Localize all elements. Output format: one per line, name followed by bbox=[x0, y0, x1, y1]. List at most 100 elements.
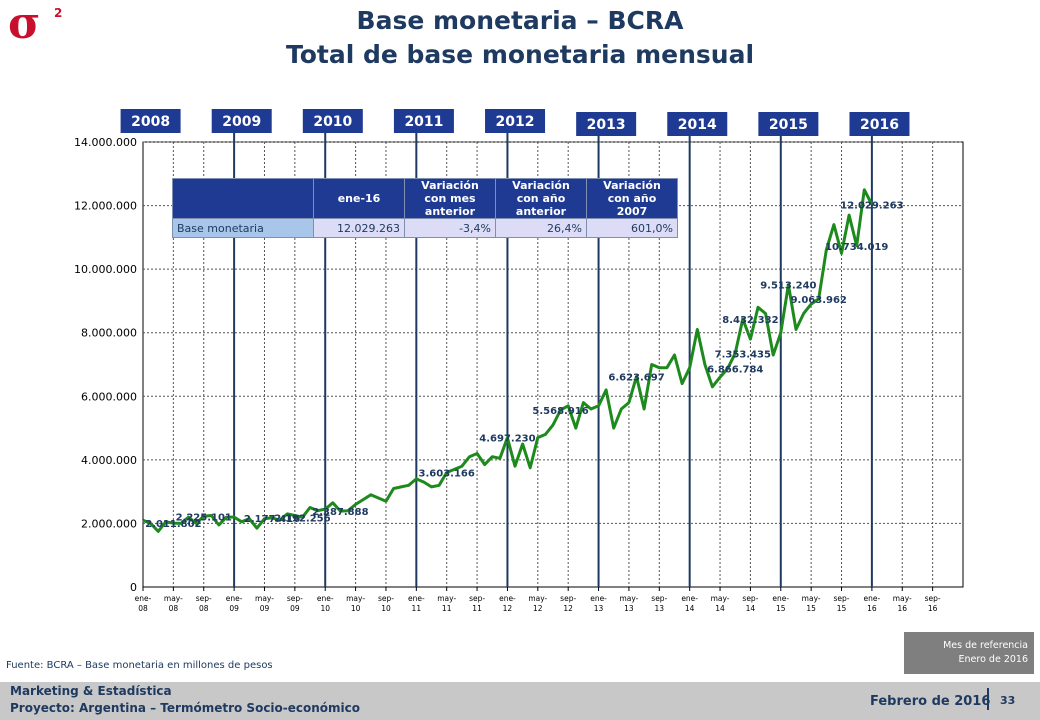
data-label: 6.623.697 bbox=[608, 372, 664, 383]
reference-month: Enero de 2016 bbox=[958, 654, 1028, 665]
year-box bbox=[211, 109, 272, 133]
table-cell-value: 12.029.263 bbox=[313, 218, 405, 238]
table-header-yearly-change: Variación con año anterior bbox=[495, 178, 587, 219]
x-tick-label: ene- bbox=[499, 594, 516, 603]
data-label: 2.011.802 bbox=[145, 519, 201, 530]
x-tick-label: ene- bbox=[681, 594, 698, 603]
data-label: 9.063.962 bbox=[791, 295, 847, 306]
x-tick-label-year: 14 bbox=[715, 604, 725, 613]
year-box bbox=[849, 112, 910, 136]
logo-symbol: σ bbox=[8, 0, 41, 49]
data-label: 2.225.101 bbox=[176, 512, 232, 523]
source-note: Fuente: BCRA – Base monetaria en millone… bbox=[6, 660, 273, 671]
year-label: 2011 bbox=[404, 114, 443, 130]
year-label: 2015 bbox=[769, 117, 808, 133]
reference-box: Mes de referencia Enero de 2016 bbox=[904, 632, 1034, 674]
table-header-monthly-change: Variación con mes anterior bbox=[404, 178, 496, 219]
logo-superscript: 2 bbox=[54, 6, 63, 20]
year-box bbox=[393, 109, 454, 133]
x-tick-label-year: 09 bbox=[290, 604, 300, 613]
x-tick-label: sep- bbox=[925, 594, 941, 603]
y-tick-label: 12.000.000 bbox=[74, 200, 137, 213]
table-cell-2007-change: 601,0% bbox=[586, 218, 678, 238]
x-tick-label: sep- bbox=[834, 594, 850, 603]
year-box bbox=[120, 109, 181, 133]
x-tick-label: ene- bbox=[408, 594, 425, 603]
y-tick-label: 6.000.000 bbox=[81, 390, 137, 403]
x-tick-label-year: 11 bbox=[412, 604, 422, 613]
data-label: 2.387.888 bbox=[312, 507, 368, 518]
data-label: 10.734.019 bbox=[825, 242, 888, 253]
x-tick-label-year: 16 bbox=[867, 604, 877, 613]
data-label: 3.603.166 bbox=[419, 468, 475, 479]
data-label: 6.866.784 bbox=[707, 365, 763, 376]
year-box bbox=[485, 109, 546, 133]
x-tick-label: sep- bbox=[742, 594, 758, 603]
y-tick-label: 4.000.000 bbox=[81, 454, 137, 467]
page-subtitle: Total de base monetaria mensual bbox=[285, 40, 755, 69]
table-cell-monthly-change: -3,4% bbox=[404, 218, 496, 238]
x-tick-label: sep- bbox=[651, 594, 667, 603]
x-tick-label: may- bbox=[255, 594, 274, 603]
year-label: 2016 bbox=[860, 117, 899, 133]
x-tick-label-year: 11 bbox=[472, 604, 482, 613]
footer-department: Marketing & Estadística bbox=[10, 684, 172, 698]
x-tick-label-year: 12 bbox=[563, 604, 573, 613]
page-title: Base monetaria – BCRA bbox=[356, 6, 684, 35]
x-tick-label-year: 14 bbox=[685, 604, 695, 613]
x-tick-label-year: 11 bbox=[442, 604, 452, 613]
x-tick-label-year: 13 bbox=[624, 604, 634, 613]
page-number: 33 bbox=[1000, 694, 1016, 707]
x-tick-label-year: 10 bbox=[320, 604, 330, 613]
x-tick-label: may- bbox=[711, 594, 730, 603]
data-label: 12.029.263 bbox=[840, 201, 903, 212]
x-tick-label-year: 10 bbox=[381, 604, 391, 613]
y-tick-label: 2.000.000 bbox=[81, 517, 137, 530]
x-tick-label-year: 08 bbox=[169, 604, 179, 613]
y-tick-label: 10.000.000 bbox=[74, 263, 137, 276]
x-tick-label: ene- bbox=[864, 594, 881, 603]
year-label: 2013 bbox=[587, 117, 626, 133]
x-tick-label-year: 09 bbox=[260, 604, 270, 613]
table-header-row: ene-16 Variación con mes anterior Variac… bbox=[172, 178, 678, 219]
x-tick-label-year: 15 bbox=[837, 604, 847, 613]
year-label: 2012 bbox=[496, 114, 535, 130]
data-label: 2.192.256 bbox=[274, 513, 330, 524]
x-tick-label: may- bbox=[802, 594, 821, 603]
x-tick-label: sep- bbox=[378, 594, 394, 603]
year-label: 2010 bbox=[313, 114, 352, 130]
x-tick-label: may- bbox=[437, 594, 456, 603]
x-tick-label-year: 16 bbox=[897, 604, 907, 613]
x-tick-label: ene- bbox=[317, 594, 334, 603]
x-tick-label-year: 08 bbox=[199, 604, 209, 613]
x-tick-label-year: 08 bbox=[138, 604, 148, 613]
x-tick-label: sep- bbox=[287, 594, 303, 603]
data-label: 2.177.416 bbox=[244, 514, 300, 525]
x-tick-label-year: 12 bbox=[503, 604, 513, 613]
data-label: 8.432.332 bbox=[722, 315, 778, 326]
year-label: 2014 bbox=[678, 117, 717, 133]
x-tick-label: may- bbox=[528, 594, 547, 603]
x-tick-label: ene- bbox=[590, 594, 607, 603]
x-tick-label-year: 10 bbox=[351, 604, 361, 613]
footer-separator bbox=[987, 688, 989, 710]
series-line bbox=[142, 188, 874, 533]
x-tick-label-year: 16 bbox=[928, 604, 938, 613]
footer-date: Febrero de 2016 bbox=[870, 694, 991, 709]
x-tick-label: ene- bbox=[226, 594, 243, 603]
y-tick-label: 0 bbox=[130, 581, 137, 594]
x-tick-label: may- bbox=[164, 594, 183, 603]
data-label: 7.353.435 bbox=[715, 349, 771, 360]
data-label: 9.513.240 bbox=[760, 281, 816, 292]
sigma-logo: σ 2 bbox=[8, 0, 68, 49]
x-tick-label: ene- bbox=[135, 594, 152, 603]
x-tick-label: may- bbox=[619, 594, 638, 603]
x-tick-label: sep- bbox=[196, 594, 212, 603]
data-label: 5.568.916 bbox=[532, 406, 588, 417]
x-tick-label: ene- bbox=[772, 594, 789, 603]
year-label: 2009 bbox=[222, 114, 261, 130]
x-tick-label-year: 12 bbox=[533, 604, 543, 613]
reference-label: Mes de referencia bbox=[943, 640, 1028, 651]
x-tick-label: may- bbox=[893, 594, 912, 603]
x-tick-label-year: 13 bbox=[594, 604, 604, 613]
